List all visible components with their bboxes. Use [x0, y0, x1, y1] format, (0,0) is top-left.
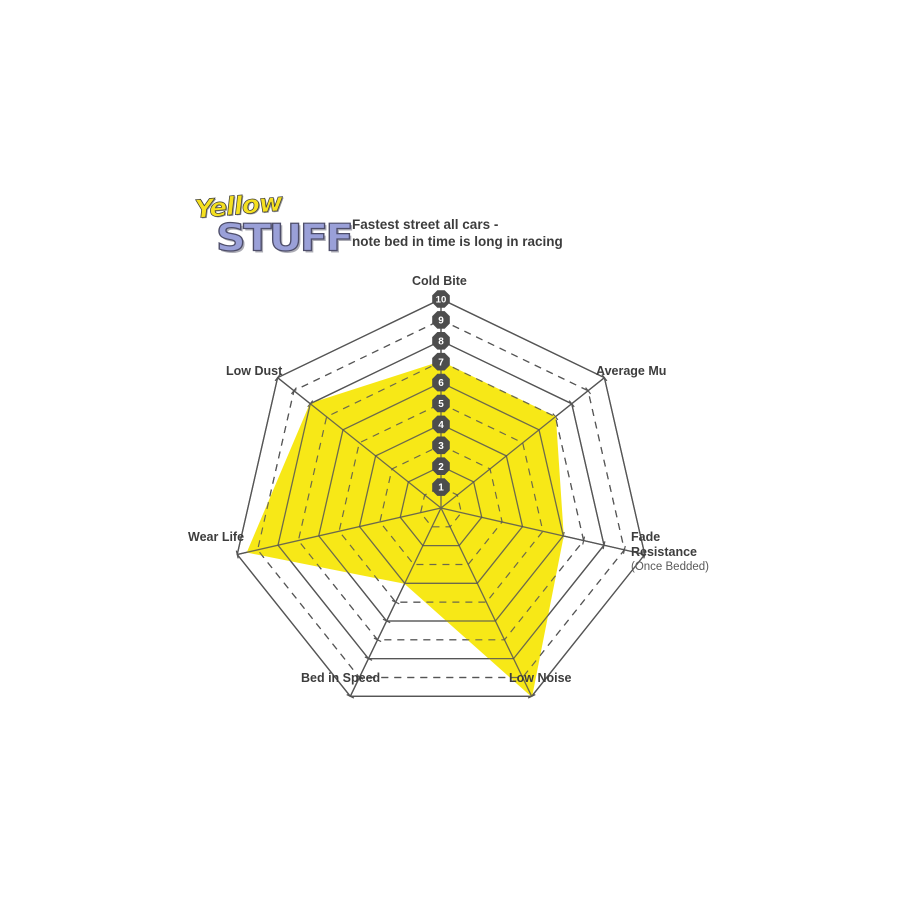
axis-label-cold-bite: Cold Bite [412, 274, 467, 289]
axis-label-bed-in-speed-text: Bed in Speed [301, 671, 381, 685]
axis-label-bed-in-speed: Bed in Speed [301, 671, 380, 686]
svg-text:9: 9 [438, 316, 444, 327]
axis-label-fade-line2: Resistance [631, 545, 698, 559]
axis-label-cold-bite-text: Cold Bite [412, 274, 467, 288]
axis-label-low-noise-text: Low Noise [509, 671, 572, 685]
svg-text:6: 6 [438, 378, 444, 389]
axis-label-fade-line1: Fade [631, 530, 661, 544]
radar-data-polygon [246, 361, 564, 698]
svg-text:1: 1 [438, 483, 444, 494]
axis-label-average-mu: Average Mu [596, 364, 666, 379]
axis-label-wear-life: Wear Life [188, 530, 244, 545]
axis-label-fade-line3: (Once Bedded) [631, 561, 709, 573]
header: Yellow STUFF Fastest street all cars - n… [190, 187, 610, 265]
axis-label-average-mu-text: Average Mu [596, 364, 667, 378]
brand-logo: Yellow STUFF [190, 187, 354, 261]
axis-label-wear-life-text: Wear Life [188, 530, 245, 544]
axis-label-low-dust-text: Low Dust [226, 364, 283, 378]
axis-label-low-dust: Low Dust [226, 364, 282, 379]
svg-text:4: 4 [438, 420, 444, 431]
axis-label-fade-resistance: Fade Resistance (Once Bedded) [631, 530, 709, 575]
axis-label-low-noise: Low Noise [509, 671, 572, 686]
brand-word-stuff: STUFF [215, 215, 354, 260]
radar-tick-badges: 1 2 3 4 5 6 7 8 9 10 [432, 290, 450, 496]
svg-text:8: 8 [438, 336, 444, 347]
svg-text:3: 3 [438, 441, 444, 452]
radar-grid-rings-overlay [236, 298, 646, 697]
svg-text:2: 2 [438, 462, 444, 473]
svg-text:7: 7 [438, 357, 444, 368]
svg-text:10: 10 [436, 295, 447, 306]
tagline-text: Fastest street all cars - note bed in ti… [352, 217, 563, 249]
svg-text:5: 5 [438, 399, 444, 410]
